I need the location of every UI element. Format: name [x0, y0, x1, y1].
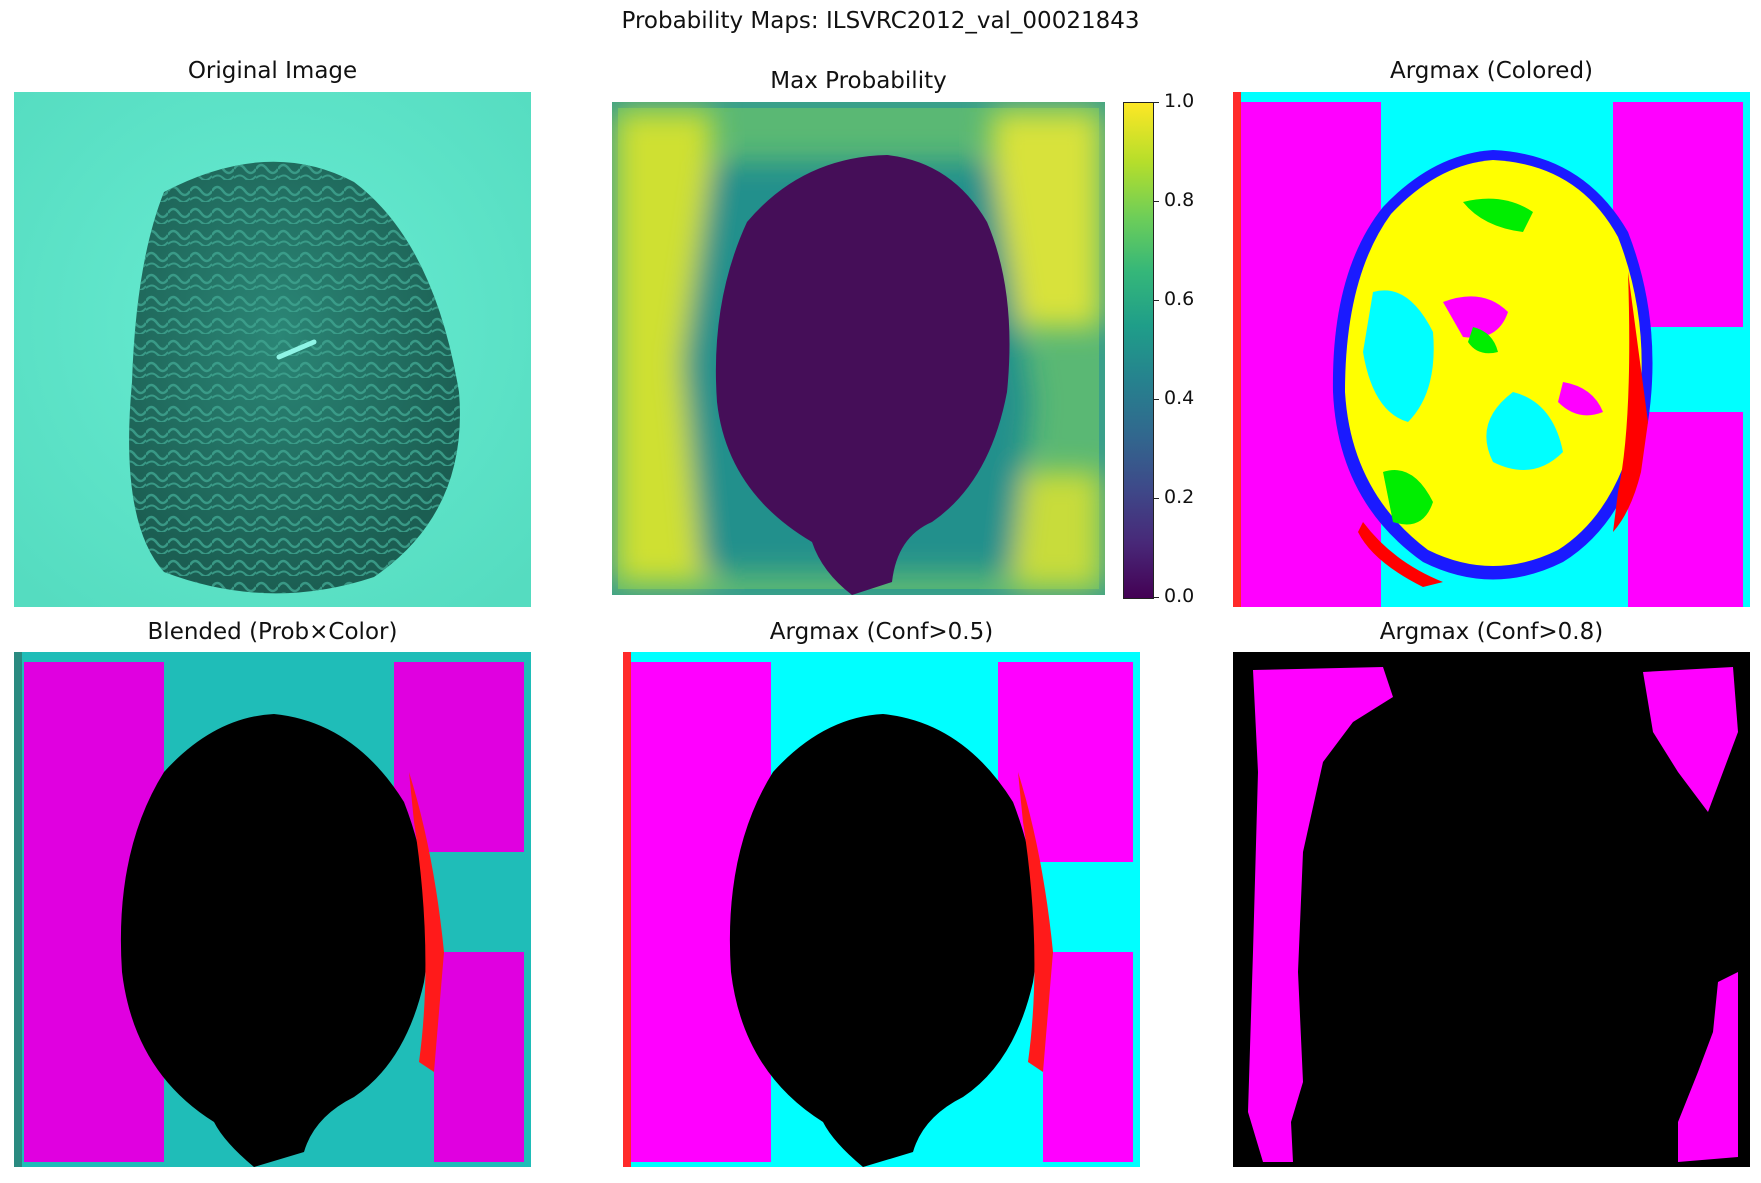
colorbar-tick — [1153, 498, 1159, 499]
argmax-conf-0-5-map — [623, 652, 1140, 1167]
panel-title-max-probability: Max Probability — [770, 68, 947, 94]
panel-title-original: Original Image — [187, 58, 358, 84]
panel-title-blended: Blended (Prob×Color) — [147, 619, 398, 645]
argmax-conf-0-8-map — [1233, 652, 1750, 1167]
colorbar — [1123, 102, 1154, 599]
blended-map — [14, 652, 531, 1167]
colorbar-tick-label: 1.0 — [1164, 90, 1195, 112]
colorbar-tick-label: 0.8 — [1164, 189, 1195, 211]
colorbar-tick — [1153, 597, 1159, 598]
colorbar-tick-label: 0.0 — [1164, 585, 1195, 607]
colorbar-tick — [1153, 300, 1159, 301]
max-probability-map — [612, 102, 1105, 595]
original-image — [14, 92, 531, 607]
colorbar-tick-label: 0.2 — [1164, 486, 1195, 508]
colorbar-tick-label: 0.4 — [1164, 387, 1195, 409]
colorbar-tick-label: 0.6 — [1164, 288, 1195, 310]
figure-title: Probability Maps: ILSVRC2012_val_0002184… — [621, 8, 1140, 34]
colorbar-tick — [1153, 399, 1159, 400]
panel-title-conf-0-8: Argmax (Conf>0.8) — [1379, 619, 1604, 645]
panel-title-conf-0-5: Argmax (Conf>0.5) — [769, 619, 994, 645]
colorbar-tick — [1153, 201, 1159, 202]
panel-title-argmax-colored: Argmax (Colored) — [1389, 58, 1594, 84]
argmax-colored-map — [1233, 92, 1750, 607]
colorbar-tick — [1153, 102, 1159, 103]
